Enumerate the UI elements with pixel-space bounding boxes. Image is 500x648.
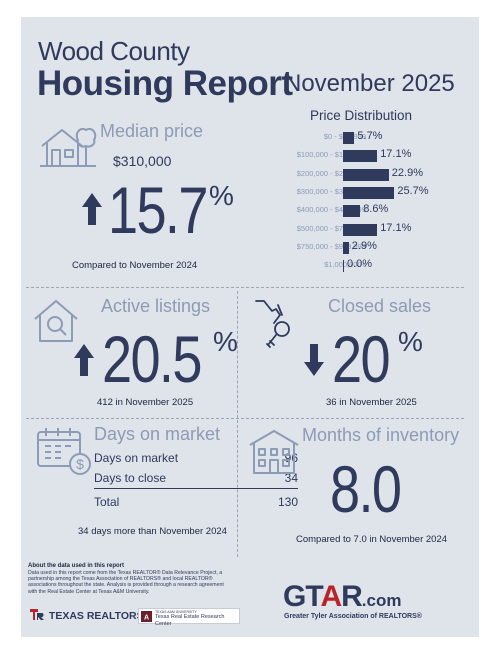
price-range-label: $400,000 - $499,999 [296, 205, 366, 215]
gtar-com: .com [361, 591, 402, 610]
price-distribution-row: $0 - $99,9995.7% [230, 130, 470, 146]
gtar-text: GTAR [283, 580, 363, 613]
price-distribution-row: $400,000 - $499,999 8.6% [230, 203, 470, 219]
closed-sales-heading: Closed sales [328, 296, 432, 316]
days-on-market-heading: Days on market [94, 424, 221, 444]
table-row-total: Total 130 [94, 488, 299, 512]
report-month: November 2025 [284, 70, 455, 97]
closed-sales-pct-sign: % [398, 326, 423, 357]
active-listings-heading: Active listings [101, 296, 211, 316]
days-on-market-note: 34 days more than November 2024 [78, 526, 227, 537]
price-range-label: $300,000 - $399,999 [296, 186, 366, 196]
price-distribution-bar [343, 186, 395, 199]
arrow-up-icon [74, 344, 94, 376]
price-distribution-value: 5.7% [357, 130, 383, 142]
svg-text:A: A [144, 615, 149, 622]
divider [237, 291, 238, 557]
closed-sales-note: 36 in November 2025 [326, 397, 417, 408]
total-label: Total [94, 488, 179, 512]
price-distribution-row: $100,000 - $199,999 17.1% [230, 148, 470, 164]
price-distribution-bar [343, 132, 355, 144]
active-listings-note: 412 in November 2025 [97, 397, 194, 408]
price-distribution-bar [343, 241, 349, 254]
tamu-logo: A TEXAS A&M UNIVERSITY Texas Real Estate… [138, 608, 240, 627]
price-distribution-value: 17.1% [380, 148, 412, 161]
months-inventory-note: Compared to 7.0 in November 2024 [296, 534, 448, 545]
arrow-down-icon [304, 344, 324, 376]
total-value: 130 [178, 488, 299, 512]
median-price-pct-sign: % [209, 180, 234, 211]
about-body: Data used in this report come from the T… [28, 570, 224, 595]
months-inventory-heading: Months of inventory [302, 425, 460, 445]
about-title: About the data used in this report [28, 563, 125, 569]
price-range-label: $100,000 - $199,999 [296, 150, 366, 160]
tamu-mark-icon: A [141, 611, 152, 622]
house-tree-icon [40, 128, 97, 167]
price-distribution-value: 8.6% [363, 203, 389, 216]
price-distribution-value: 17.1% [380, 221, 412, 234]
median-price-note: Compared to November 2024 [72, 260, 198, 271]
gtar-subtitle: Greater Tyler Association of REALTORS® [284, 613, 422, 620]
price-distribution-row: $200,000 - $299,999 22.9% [230, 167, 470, 183]
price-distribution-value: 0.0% [347, 258, 373, 271]
closed-sales-change: 20 [332, 322, 391, 396]
price-distribution-bar [343, 150, 378, 163]
tamu-small-text: TEXAS A&M UNIVERSITY [155, 610, 197, 614]
calendar-dollar-icon: $ [37, 428, 91, 475]
price-distribution-value: 25.7% [397, 184, 429, 197]
median-price-heading: Median price [100, 121, 204, 141]
median-price-change: 15.7 [108, 173, 208, 247]
price-distribution-row: $500,000 - $749,999 17.1% [230, 222, 470, 238]
row-label: Days on market [94, 451, 179, 465]
price-distribution-bar [343, 223, 378, 236]
row-label: Days to close [94, 471, 167, 485]
active-listings-change: 20.5 [102, 322, 202, 396]
price-distribution-bar [343, 260, 344, 273]
price-distribution-title: Price Distribution [310, 108, 413, 123]
price-range-label: $200,000 - $299,999 [296, 168, 366, 178]
price-distribution-row: $1,000,000+ 0.0% [230, 258, 470, 274]
divider [26, 287, 464, 288]
row-value: 34 [284, 471, 299, 485]
price-distribution-bar [343, 205, 361, 218]
price-distribution-value: 2.9% [351, 239, 377, 252]
active-listings-pct-sign: % [213, 326, 238, 357]
price-distribution-row: $300,000 - $399,999 25.7% [230, 185, 470, 201]
report-title-county: Wood County [38, 36, 190, 66]
arrow-up-icon [82, 193, 102, 225]
report-title: Housing Report [37, 64, 293, 103]
house-search-icon [34, 300, 78, 342]
divider [26, 418, 464, 419]
texas-realtors-logo: TEXAS REALTORS [30, 609, 144, 622]
svg-text:$: $ [76, 456, 84, 472]
table-row: Days to close 34 [94, 468, 298, 489]
tamu-center-text: Texas Real Estate Research Center [155, 614, 225, 627]
price-range-label: $750,000 - $999,999 [296, 241, 366, 251]
months-inventory-value: 8.0 [330, 452, 402, 526]
median-price-value: $310,000 [113, 153, 172, 169]
gtar-logo[interactable]: GTAR.com [283, 580, 401, 614]
texas-realtors-text: TEXAS REALTORS [48, 610, 144, 622]
price-range-label: $1,000,000+ [324, 260, 366, 270]
texas-realtors-mark-icon [30, 609, 44, 620]
price-range-label: $500,000 - $749,999 [296, 223, 366, 233]
price-distribution-row: $750,000 - $999,999 2.9% [230, 240, 470, 256]
key-hand-icon [255, 300, 290, 348]
report-sheet [21, 17, 479, 637]
price-distribution-value: 22.9% [391, 166, 423, 179]
price-distribution-bar [343, 168, 389, 181]
building-icon [249, 430, 299, 474]
